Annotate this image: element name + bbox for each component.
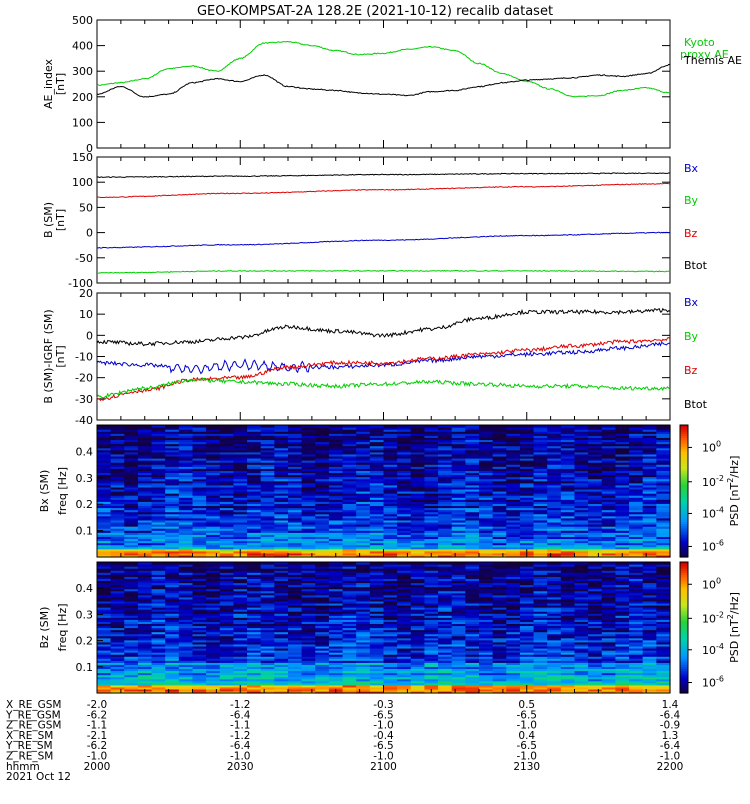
panel-2-frame [97,293,670,420]
panel-3-colorbar-tick-label: 10-2 [702,474,724,489]
panel-0-frame [97,20,670,148]
panel-0-series-kyoto-proxy-ae [97,42,670,97]
panel-0-series-themis-ae [97,64,670,97]
panel-1-series-btot [97,173,670,178]
panel-2-ytick-label: 0 [86,329,93,342]
legend-btot: Btot [684,259,708,272]
panel-0-ytick-label: 500 [72,14,93,27]
panel-0-ytick-label: 400 [72,40,93,53]
panel-0-ytick-label: 200 [72,91,93,104]
panel-3-ytick-label: 0.2 [76,498,94,511]
panel-3-ytick-label: 0.4 [76,445,94,458]
panel-2-series-bx [97,343,670,374]
panel-1-ytick-label: -50 [75,252,93,265]
legend-bx: Bx [684,162,699,175]
panel-3-ytick-label: 0.3 [76,472,94,485]
panel-2-ytick-label: -10 [75,351,93,364]
panel-3-colorbar-label: PSD [nT2/Hz] [726,456,741,527]
panel-3-ylabel: Bx (SM) [38,470,51,513]
panel-2-series-bz [97,338,670,401]
panel-0-ylabel-unit: [nT] [54,73,67,95]
panel-2-series-btot [97,309,670,346]
panel-2-ylabel-unit: [nT] [54,345,67,367]
panel-1-ytick-label: 100 [72,176,93,189]
panel-2-ytick-label: -20 [75,372,93,385]
panel-1-ytick-label: 150 [72,151,93,164]
panel-0-ytick-label: 100 [72,116,93,129]
figure-title: GEO-KOMPSAT-2A 128.2E (2021-10-12) recal… [197,4,553,19]
panel-3-colorbar-tick-label: 100 [702,439,721,454]
panel-2-ytick-label: 20 [79,287,93,300]
legend-by: By [684,330,699,343]
legend-btot: Btot [684,398,708,411]
panel-3-colorbar-tick-label: 10-4 [702,505,724,520]
legend-bz: Bz [684,364,698,377]
panel-1-series-bx [97,232,670,248]
legend-bx: Bx [684,296,699,309]
panel-2-ytick-label: 10 [79,308,93,321]
panel-1-ytick-label: 50 [79,201,93,214]
panel-1-ylabel-unit: [nT] [54,209,67,231]
panel-2-ytick-label: -30 [75,393,93,406]
panel-2-series-by [97,378,670,398]
panel-3-ytick-label: 0.1 [76,525,94,538]
panel-2-ytick-label: -40 [75,414,93,427]
legend-by: By [684,194,699,207]
panel-1-series-bz [97,183,670,197]
panel-3-colorbar-tick-label: 10-6 [702,538,724,553]
panel-3-ylabel-freq: freq [Hz] [56,467,69,515]
panel-1-ytick-label: 0 [86,227,93,240]
legend-bz: Bz [684,227,698,240]
legend-themis-ae: Themis AE [683,54,742,67]
panel-0-ytick-label: 300 [72,65,93,78]
panel-1-series-by [97,271,670,274]
